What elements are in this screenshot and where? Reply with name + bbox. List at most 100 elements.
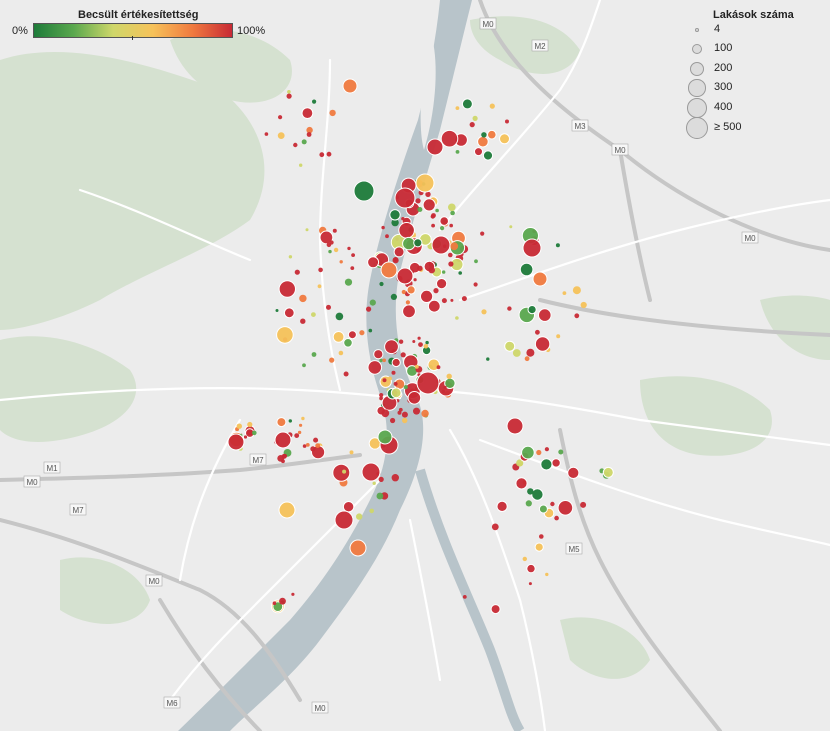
housing-project-dot[interactable] — [461, 98, 473, 110]
housing-project-dot[interactable] — [276, 417, 287, 428]
housing-project-dot[interactable] — [347, 330, 357, 340]
housing-project-dot[interactable] — [301, 416, 305, 421]
housing-project-dot[interactable] — [391, 474, 399, 482]
housing-project-dot[interactable] — [391, 370, 396, 375]
housing-project-dot[interactable] — [540, 458, 553, 471]
housing-project-dot[interactable] — [342, 78, 358, 94]
housing-project-dot[interactable] — [443, 385, 447, 389]
housing-project-dot[interactable] — [462, 595, 467, 599]
housing-project-dot[interactable] — [557, 500, 574, 516]
housing-project-dot[interactable] — [469, 122, 475, 128]
housing-project-dot[interactable] — [301, 107, 314, 119]
housing-project-dot[interactable] — [455, 316, 459, 320]
housing-project-dot[interactable] — [335, 312, 344, 321]
housing-project-dot[interactable] — [387, 376, 392, 381]
housing-project-dot[interactable] — [389, 209, 401, 221]
housing-project-dot[interactable] — [342, 469, 347, 474]
housing-project-dot[interactable] — [359, 330, 365, 336]
housing-project-dot[interactable] — [351, 253, 355, 257]
housing-project-dot[interactable] — [382, 378, 387, 383]
housing-project-dot[interactable] — [274, 431, 292, 449]
housing-project-dot[interactable] — [481, 132, 487, 138]
housing-project-dot[interactable] — [487, 129, 497, 140]
housing-project-dot[interactable] — [366, 306, 372, 312]
housing-project-dot[interactable] — [405, 300, 410, 305]
housing-project-dot[interactable] — [393, 246, 405, 258]
housing-project-dot[interactable] — [402, 236, 416, 251]
housing-project-dot[interactable] — [416, 371, 440, 395]
housing-project-dot[interactable] — [415, 198, 421, 204]
housing-project-dot[interactable] — [347, 246, 351, 251]
housing-project-dot[interactable] — [312, 99, 317, 104]
housing-project-dot[interactable] — [328, 249, 332, 254]
housing-project-dot[interactable] — [522, 238, 542, 258]
housing-project-dot[interactable] — [343, 371, 349, 377]
housing-project-dot[interactable] — [427, 299, 441, 313]
housing-project-dot[interactable] — [496, 500, 508, 512]
housing-project-dot[interactable] — [236, 423, 242, 429]
housing-project-dot[interactable] — [516, 459, 524, 467]
housing-project-dot[interactable] — [441, 389, 445, 394]
housing-project-dot[interactable] — [412, 340, 416, 343]
housing-project-dot[interactable] — [379, 281, 384, 287]
housing-project-dot[interactable] — [489, 103, 495, 109]
housing-project-dot[interactable] — [473, 282, 478, 287]
housing-project-dot[interactable] — [521, 445, 535, 460]
housing-project-dot[interactable] — [455, 150, 460, 154]
housing-project-dot[interactable] — [332, 463, 351, 482]
housing-project-dot[interactable] — [313, 437, 319, 443]
housing-project-dot[interactable] — [402, 417, 408, 424]
housing-project-dot[interactable] — [480, 231, 485, 236]
housing-project-dot[interactable] — [277, 132, 285, 140]
housing-project-dot[interactable] — [384, 339, 399, 355]
housing-project-dot[interactable] — [425, 340, 429, 345]
housing-project-dot[interactable] — [287, 90, 291, 94]
housing-project-dot[interactable] — [310, 446, 316, 452]
housing-project-dot[interactable] — [369, 299, 376, 306]
housing-project-dot[interactable] — [413, 278, 417, 282]
housing-project-dot[interactable] — [403, 385, 408, 390]
housing-project-dot[interactable] — [556, 334, 561, 339]
housing-project-dot[interactable] — [301, 139, 307, 145]
housing-project-dot[interactable] — [343, 338, 353, 348]
housing-project-dot[interactable] — [504, 340, 516, 352]
housing-project-dot[interactable] — [344, 278, 353, 286]
housing-project-dot[interactable] — [278, 501, 296, 519]
housing-project-dot[interactable] — [448, 252, 453, 258]
housing-project-dot[interactable] — [602, 466, 614, 478]
housing-project-dot[interactable] — [425, 191, 431, 197]
housing-project-dot[interactable] — [433, 288, 439, 294]
housing-project-dot[interactable] — [554, 515, 559, 521]
housing-project-dot[interactable] — [342, 501, 355, 513]
housing-project-dot[interactable] — [413, 238, 423, 248]
housing-project-dot[interactable] — [440, 226, 445, 231]
housing-project-dot[interactable] — [318, 267, 323, 273]
housing-project-dot[interactable] — [512, 349, 521, 357]
housing-project-dot[interactable] — [423, 344, 429, 349]
housing-project-dot[interactable] — [288, 419, 292, 423]
housing-project-dot[interactable] — [394, 187, 416, 209]
housing-project-dot[interactable] — [272, 601, 277, 605]
housing-project-dot[interactable] — [534, 542, 544, 552]
housing-project-dot[interactable] — [474, 147, 483, 157]
housing-project-dot[interactable] — [538, 308, 552, 322]
housing-project-dot[interactable] — [291, 592, 295, 596]
housing-project-dot[interactable] — [393, 381, 398, 386]
housing-project-dot[interactable] — [490, 604, 501, 615]
housing-project-dot[interactable] — [252, 430, 257, 436]
housing-project-dot[interactable] — [428, 266, 436, 274]
housing-project-dot[interactable] — [426, 138, 444, 156]
housing-project-dot[interactable] — [380, 261, 398, 279]
housing-project-dot[interactable] — [431, 223, 435, 228]
housing-project-dot[interactable] — [283, 307, 295, 319]
housing-project-dot[interactable] — [264, 132, 269, 136]
housing-project-dot[interactable] — [293, 142, 298, 148]
housing-project-dot[interactable] — [329, 109, 336, 117]
housing-project-dot[interactable] — [545, 572, 549, 577]
housing-project-dot[interactable] — [353, 180, 375, 202]
housing-project-dot[interactable] — [450, 210, 455, 216]
housing-project-dot[interactable] — [391, 357, 401, 368]
housing-project-dot[interactable] — [402, 304, 416, 319]
housing-project-dot[interactable] — [302, 444, 307, 448]
housing-project-dot[interactable] — [417, 207, 423, 212]
